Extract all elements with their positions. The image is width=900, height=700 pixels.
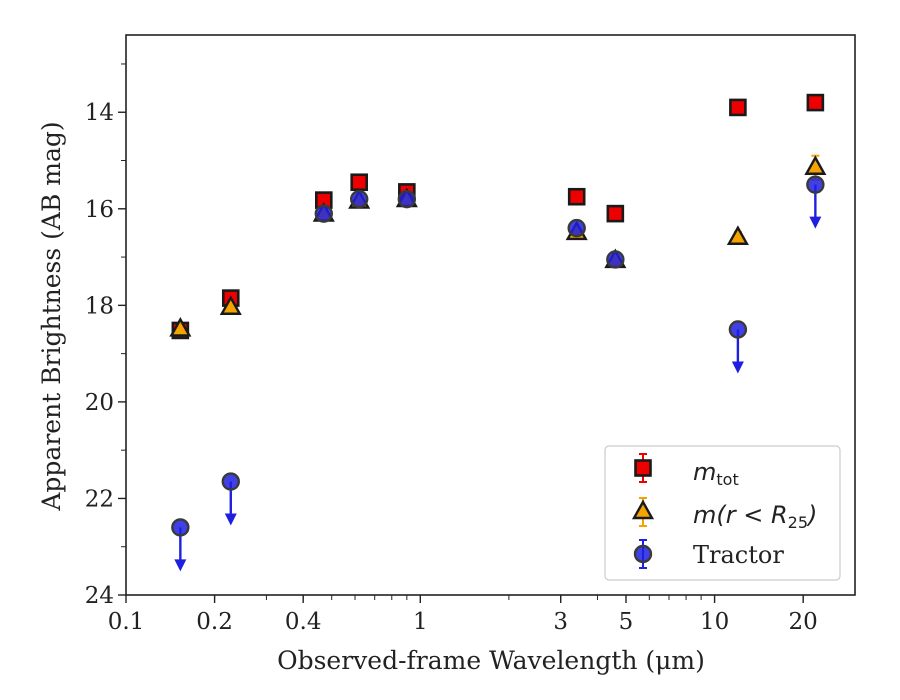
point-mtot — [606, 204, 625, 223]
point-tractor — [567, 218, 586, 238]
point-mr25 — [169, 317, 192, 337]
x-tick-label: 10 — [700, 609, 729, 635]
y-tick-label: 18 — [85, 293, 114, 319]
legend: mtot m(r < R25) Tractor — [604, 445, 841, 581]
point-tractor — [221, 472, 240, 491]
upper-limit-arrowhead — [809, 216, 822, 229]
point-tractor — [171, 518, 190, 537]
series-triangle — [169, 154, 827, 337]
upper-limit-arrowhead — [224, 513, 237, 526]
legend-marker-mr25 — [631, 499, 655, 520]
legend-label-tractor: Tractor — [693, 541, 784, 569]
x-tick-label: 0.1 — [108, 609, 145, 635]
legend-label-mr25: m(r < R25) — [693, 501, 817, 532]
point-tractor — [314, 204, 333, 223]
axes: 0.1 0.2 0.4 1 3 5 10 20 14 16 18 20 22 24 — [85, 34, 856, 635]
upper-limit-arrowhead — [731, 361, 744, 374]
point-mtot — [350, 173, 368, 192]
point-tractor — [349, 189, 369, 209]
legend-marker-tractor — [633, 544, 653, 564]
x-tick-label: 0.2 — [196, 609, 233, 635]
legend-label-mtot: mtot — [693, 458, 739, 489]
point-mtot — [806, 93, 825, 112]
y-tick-label: 22 — [85, 486, 114, 512]
point-mtot — [567, 187, 586, 206]
point-tractor — [806, 175, 825, 194]
point-tractor — [397, 189, 417, 209]
series-circle — [171, 175, 825, 572]
point-mtot — [729, 98, 747, 117]
y-tick-label: 14 — [85, 100, 114, 126]
legend-marker-mtot — [634, 459, 652, 477]
plot-frame — [125, 34, 856, 596]
point-mr25 — [726, 225, 749, 245]
upper-limit-arrowhead — [174, 559, 187, 572]
point-tractor — [606, 250, 625, 269]
x-tick-label: 3 — [553, 609, 568, 635]
point-mr25 — [804, 155, 827, 175]
x-axis-title: Observed-frame Wavelength (μm) — [277, 646, 705, 675]
y-axis-title: Apparent Brightness (AB mag) — [37, 121, 66, 511]
y-tick-label: 16 — [85, 197, 114, 223]
y-tick-label: 24 — [85, 583, 114, 609]
x-tick-label: 20 — [789, 609, 818, 635]
x-tick-label: 5 — [619, 609, 634, 635]
y-tick-label: 20 — [85, 390, 114, 416]
point-mr25 — [219, 295, 242, 315]
legend-frame — [604, 445, 841, 581]
point-tractor — [728, 320, 748, 339]
x-tick-label: 1 — [413, 609, 428, 635]
x-tick-label: 0.4 — [285, 609, 322, 635]
data-marks — [169, 93, 827, 572]
series-square — [171, 93, 825, 340]
